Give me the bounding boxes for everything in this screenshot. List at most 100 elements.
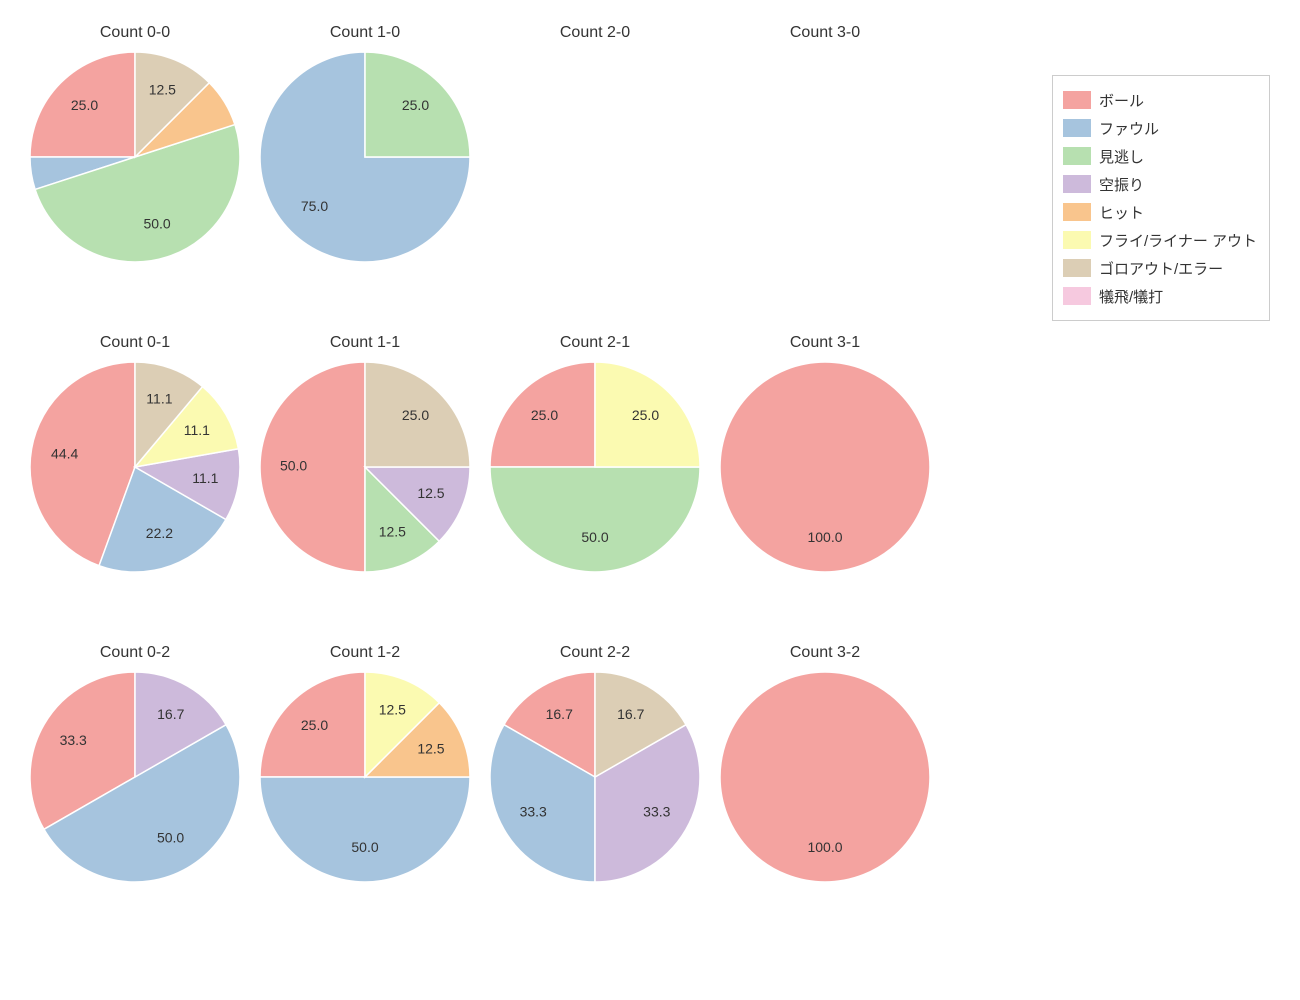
legend-swatch bbox=[1063, 203, 1091, 221]
pie-title: Count 0-1 bbox=[100, 334, 170, 352]
pie-title: Count 3-1 bbox=[790, 334, 860, 352]
pie-cell: Count 1-0 75.0 25.0 bbox=[250, 20, 480, 330]
pie-wrap: 16.7 33.3 33.3 16.7 bbox=[490, 672, 700, 882]
legend-row: ヒット bbox=[1063, 198, 1257, 226]
pie-cell: Count 2-0 bbox=[480, 20, 710, 330]
pie-wrap: 100.0 bbox=[720, 672, 930, 882]
legend-swatch bbox=[1063, 147, 1091, 165]
pie-title: Count 3-0 bbox=[790, 24, 860, 42]
pie-slice-label: 33.3 bbox=[520, 803, 547, 819]
pie-title: Count 3-2 bbox=[790, 644, 860, 662]
pie-chart: 16.7 33.3 33.3 16.7 bbox=[490, 672, 700, 882]
legend-row: 見逃し bbox=[1063, 142, 1257, 170]
pie-cell: Count 2-216.733.333.316.7 bbox=[480, 640, 710, 950]
legend-label: 見逃し bbox=[1099, 146, 1144, 167]
pie-cell: Count 1-150.012.512.525.0 bbox=[250, 330, 480, 640]
pie-wrap: 33.3 50.0 16.7 bbox=[30, 672, 240, 882]
legend-row: フライ/ライナー アウト bbox=[1063, 226, 1257, 254]
pie-title: Count 1-2 bbox=[330, 644, 400, 662]
pie-chart: 25.0 50.0 25.0 bbox=[490, 362, 700, 572]
pie-wrap: 25.0 50.0 12.5 bbox=[30, 52, 240, 262]
pie-grid: Count 0-025.050.012.5Count 1-075.025.0Co… bbox=[20, 20, 940, 950]
pie-cell: Count 0-2 33.3 50.0 16.7 bbox=[20, 640, 250, 950]
pie-chart: 50.012.512.525.0 bbox=[260, 362, 470, 572]
pie-slice-label: 25.0 bbox=[531, 407, 558, 423]
pie-slice-label: 25.0 bbox=[402, 407, 429, 423]
pie-cell: Count 3-0 bbox=[710, 20, 940, 330]
pie-slice-label: 25.0 bbox=[71, 97, 98, 113]
pie-slice bbox=[260, 362, 365, 572]
pie-slice-label: 11.1 bbox=[192, 470, 218, 486]
figure-canvas: Count 0-025.050.012.5Count 1-075.025.0Co… bbox=[0, 0, 1300, 1000]
legend-label: ファウル bbox=[1099, 118, 1159, 139]
pie-slice-label: 11.1 bbox=[184, 422, 210, 438]
pie-slice-label: 75.0 bbox=[301, 198, 328, 214]
legend-swatch bbox=[1063, 231, 1091, 249]
legend-row: 空振り bbox=[1063, 170, 1257, 198]
pie-slice-label: 44.4 bbox=[51, 445, 78, 461]
pie-wrap: 100.0 bbox=[720, 362, 930, 572]
pie-slice-label: 12.5 bbox=[417, 485, 444, 501]
pie-chart bbox=[720, 52, 930, 262]
pie-slice-label: 12.5 bbox=[379, 702, 406, 718]
pie-slice-label: 16.7 bbox=[546, 706, 573, 722]
pie-slice-label: 50.0 bbox=[581, 529, 608, 545]
pie-title: Count 2-1 bbox=[560, 334, 630, 352]
legend-row: ゴロアウト/エラー bbox=[1063, 254, 1257, 282]
legend-label: ゴロアウト/エラー bbox=[1099, 258, 1223, 279]
pie-wrap: 75.0 25.0 bbox=[260, 52, 470, 262]
pie-chart: 100.0 bbox=[720, 362, 930, 572]
legend-swatch bbox=[1063, 175, 1091, 193]
legend-row: 犠飛/犠打 bbox=[1063, 282, 1257, 310]
pie-wrap: 25.0 50.0 25.0 bbox=[490, 362, 700, 572]
pie-wrap: 25.0 50.0 12.5 12.5 bbox=[260, 672, 470, 882]
pie-slice-label: 50.0 bbox=[143, 216, 170, 232]
pie-slice-label: 12.5 bbox=[417, 740, 444, 756]
pie-slice-label: 25.0 bbox=[632, 407, 659, 423]
pie-slice bbox=[490, 467, 700, 572]
pie-chart: 25.0 50.0 12.5 bbox=[30, 52, 240, 262]
legend-swatch bbox=[1063, 287, 1091, 305]
pie-slice-label: 50.0 bbox=[351, 839, 378, 855]
pie-cell: Count 0-144.422.211.111.111.1 bbox=[20, 330, 250, 640]
legend-swatch bbox=[1063, 259, 1091, 277]
legend-label: フライ/ライナー アウト bbox=[1099, 230, 1257, 251]
legend-swatch bbox=[1063, 119, 1091, 137]
legend-label: 犠飛/犠打 bbox=[1099, 286, 1163, 307]
pie-chart: 75.0 25.0 bbox=[260, 52, 470, 262]
pie-slice-label: 25.0 bbox=[402, 97, 429, 113]
pie-slice-label: 11.1 bbox=[146, 391, 172, 407]
legend-label: ヒット bbox=[1099, 202, 1144, 223]
pie-cell: Count 1-2 25.0 50.0 12.5 12.5 bbox=[250, 640, 480, 950]
legend-row: ファウル bbox=[1063, 114, 1257, 142]
pie-slice-label: 16.7 bbox=[157, 706, 184, 722]
pie-slice-label: 50.0 bbox=[280, 458, 307, 474]
pie-title: Count 1-0 bbox=[330, 24, 400, 42]
pie-slice-label: 50.0 bbox=[157, 830, 184, 846]
pie-slice-label: 33.3 bbox=[60, 732, 87, 748]
pie-wrap bbox=[490, 52, 700, 262]
pie-cell: Count 3-2 100.0 bbox=[710, 640, 940, 950]
pie-title: Count 0-0 bbox=[100, 24, 170, 42]
pie-slice-label: 33.3 bbox=[643, 803, 670, 819]
legend: ボールファウル見逃し空振りヒットフライ/ライナー アウトゴロアウト/エラー犠飛/… bbox=[1052, 75, 1270, 321]
pie-slice-label: 16.7 bbox=[617, 706, 644, 722]
pie-wrap: 50.012.512.525.0 bbox=[260, 362, 470, 572]
legend-label: ボール bbox=[1099, 90, 1144, 111]
pie-title: Count 2-0 bbox=[560, 24, 630, 42]
pie-wrap: 44.422.211.111.111.1 bbox=[30, 362, 240, 572]
pie-chart: 25.0 50.0 12.5 12.5 bbox=[260, 672, 470, 882]
pie-cell: Count 3-1 100.0 bbox=[710, 330, 940, 640]
pie-cell: Count 2-1 25.0 50.0 25.0 bbox=[480, 330, 710, 640]
pie-chart bbox=[490, 52, 700, 262]
pie-cell: Count 0-0 25.0 50.0 12.5 bbox=[20, 20, 250, 330]
pie-slice-label: 25.0 bbox=[301, 717, 328, 733]
legend-label: 空振り bbox=[1099, 174, 1144, 195]
legend-swatch bbox=[1063, 91, 1091, 109]
pie-chart: 33.3 50.0 16.7 bbox=[30, 672, 240, 882]
pie-wrap bbox=[720, 52, 930, 262]
pie-slice-label: 100.0 bbox=[807, 839, 842, 855]
pie-chart: 44.422.211.111.111.1 bbox=[30, 362, 240, 572]
pie-slice-label: 12.5 bbox=[149, 82, 176, 98]
pie-title: Count 0-2 bbox=[100, 644, 170, 662]
